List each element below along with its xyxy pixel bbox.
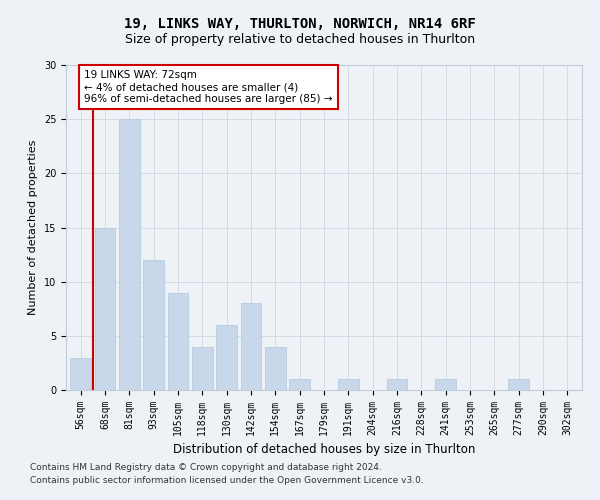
Bar — [386, 379, 407, 390]
Text: Size of property relative to detached houses in Thurlton: Size of property relative to detached ho… — [125, 32, 475, 46]
Bar — [95, 228, 115, 390]
Bar — [216, 325, 237, 390]
Bar — [70, 358, 91, 390]
Bar — [508, 379, 529, 390]
Text: Contains HM Land Registry data © Crown copyright and database right 2024.: Contains HM Land Registry data © Crown c… — [30, 464, 382, 472]
Text: 19, LINKS WAY, THURLTON, NORWICH, NR14 6RF: 19, LINKS WAY, THURLTON, NORWICH, NR14 6… — [124, 18, 476, 32]
Bar — [338, 379, 359, 390]
Bar — [436, 379, 456, 390]
Bar — [192, 346, 212, 390]
X-axis label: Distribution of detached houses by size in Thurlton: Distribution of detached houses by size … — [173, 444, 475, 456]
Bar — [119, 119, 140, 390]
Text: Contains public sector information licensed under the Open Government Licence v3: Contains public sector information licen… — [30, 476, 424, 485]
Bar — [289, 379, 310, 390]
Bar — [167, 292, 188, 390]
Bar — [241, 304, 262, 390]
Bar — [265, 346, 286, 390]
Y-axis label: Number of detached properties: Number of detached properties — [28, 140, 38, 315]
Text: 19 LINKS WAY: 72sqm
← 4% of detached houses are smaller (4)
96% of semi-detached: 19 LINKS WAY: 72sqm ← 4% of detached hou… — [84, 70, 333, 104]
Bar — [143, 260, 164, 390]
